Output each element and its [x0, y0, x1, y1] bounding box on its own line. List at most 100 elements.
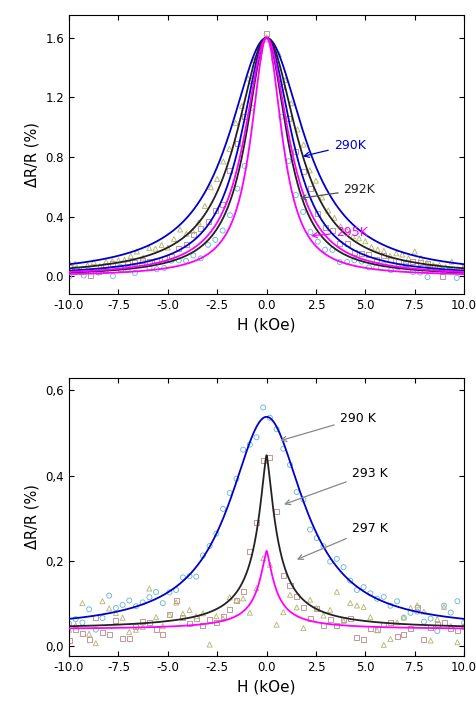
Point: [279, 443, 287, 454]
Point: [347, 575, 354, 586]
Point: [278, 81, 285, 92]
Point: [211, 206, 219, 217]
Point: [199, 550, 207, 561]
Point: [176, 224, 184, 235]
Text: 290 K: 290 K: [281, 411, 376, 442]
Point: [179, 612, 187, 623]
Point: [275, 48, 283, 60]
Point: [420, 606, 428, 617]
Point: [373, 254, 380, 265]
Point: [139, 256, 146, 267]
Point: [126, 626, 133, 637]
Point: [263, 34, 270, 45]
Point: [189, 250, 197, 261]
Point: [266, 412, 274, 423]
Point: [112, 607, 119, 618]
Point: [392, 248, 400, 259]
Point: [431, 265, 439, 277]
Point: [446, 265, 453, 277]
Point: [387, 617, 394, 628]
Point: [347, 614, 354, 625]
Point: [146, 242, 153, 253]
Point: [79, 597, 86, 609]
Point: [166, 587, 173, 598]
Point: [393, 617, 401, 628]
Point: [414, 602, 421, 614]
Point: [259, 456, 267, 467]
Point: [320, 541, 327, 552]
Point: [256, 53, 263, 64]
Point: [117, 263, 124, 274]
Point: [90, 256, 98, 267]
Point: [160, 253, 168, 264]
Point: [179, 608, 187, 619]
Point: [219, 611, 227, 623]
Point: [206, 614, 213, 625]
Point: [234, 183, 241, 194]
Point: [313, 603, 321, 614]
Point: [253, 583, 260, 594]
Point: [192, 571, 200, 582]
Point: [358, 256, 366, 267]
Point: [353, 584, 361, 595]
Point: [285, 156, 292, 167]
Point: [266, 559, 274, 570]
Point: [365, 262, 373, 273]
Point: [192, 613, 200, 624]
Point: [186, 571, 193, 582]
Point: [226, 143, 233, 154]
Point: [440, 600, 448, 611]
Text: 290K: 290K: [304, 138, 366, 157]
Point: [380, 250, 387, 261]
Point: [278, 111, 285, 122]
Point: [152, 243, 159, 254]
Point: [153, 264, 160, 275]
Point: [146, 583, 153, 594]
Point: [131, 267, 139, 279]
Point: [343, 238, 351, 249]
Point: [402, 260, 409, 271]
Point: [294, 124, 301, 135]
Point: [453, 264, 461, 275]
Point: [266, 452, 274, 463]
Point: [248, 74, 256, 86]
Point: [387, 633, 394, 644]
Point: [350, 255, 358, 266]
Point: [427, 613, 435, 624]
Point: [447, 607, 455, 618]
Point: [387, 600, 394, 611]
Point: [328, 225, 336, 236]
Point: [102, 265, 109, 277]
Point: [269, 39, 277, 51]
Point: [87, 266, 95, 277]
Point: [109, 270, 117, 282]
Point: [409, 267, 416, 278]
Point: [306, 594, 314, 605]
Point: [347, 597, 354, 609]
Point: [393, 631, 401, 642]
Point: [460, 621, 468, 633]
Point: [321, 244, 329, 256]
Point: [219, 199, 227, 210]
Point: [436, 260, 443, 271]
Point: [446, 265, 453, 277]
Point: [152, 586, 160, 597]
Point: [232, 117, 239, 128]
Point: [197, 253, 205, 264]
Point: [109, 258, 117, 270]
Point: [212, 611, 220, 622]
Point: [168, 255, 175, 266]
Point: [431, 261, 439, 272]
Point: [146, 256, 153, 267]
Point: [447, 621, 455, 632]
Point: [80, 270, 88, 281]
Point: [387, 265, 395, 276]
Point: [256, 45, 263, 56]
Point: [204, 239, 212, 251]
Point: [293, 486, 300, 498]
Point: [313, 532, 321, 543]
Point: [373, 262, 380, 273]
Point: [139, 597, 147, 608]
Point: [318, 192, 326, 203]
Point: [189, 228, 197, 239]
